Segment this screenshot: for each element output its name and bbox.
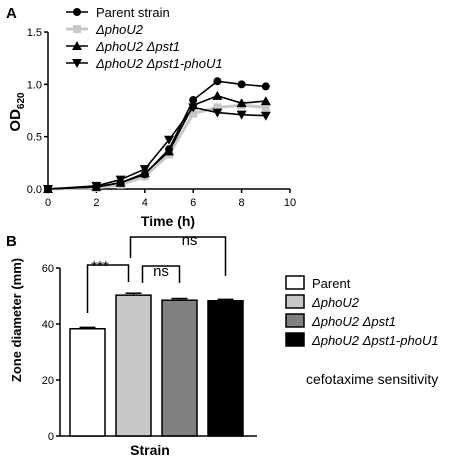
bar: [207, 300, 244, 437]
bar: [115, 294, 152, 437]
panel-a-ylabel: OD620: [7, 92, 27, 132]
legend-label: ΔphoU2 Δpst1-phoU1: [311, 333, 439, 348]
y-tick-label: 20: [42, 375, 54, 387]
legend-label: ΔphoU2 Δpst1: [311, 314, 396, 329]
marker-circle: [116, 178, 125, 187]
bracket-1-2-label: ***: [91, 258, 109, 275]
x-tick-label: 6: [190, 197, 196, 209]
marker-triangle-down: [236, 110, 247, 120]
marker-circle: [44, 185, 52, 193]
marker-triangle-up: [188, 100, 199, 110]
marker-triangle-up: [236, 98, 247, 108]
x-tick-label: 0: [45, 197, 51, 209]
legend-swatch: [285, 313, 305, 328]
marker-triangle-up: [260, 96, 271, 106]
marker-circle: [237, 80, 246, 89]
y-tick-label: 60: [42, 263, 54, 275]
y-tick-label: 1.5: [27, 27, 42, 39]
marker-triangle-down: [260, 111, 271, 121]
legend-label: ΔphoU2 Δpst1: [95, 39, 180, 54]
marker-triangle-down: [164, 135, 174, 145]
panel-b-letter: B: [6, 233, 17, 250]
x-tick-label: 8: [239, 197, 245, 209]
marker-triangle-down: [72, 59, 82, 68]
marker-triangle-down: [212, 108, 223, 118]
bracket-2-3-label: ns: [153, 263, 169, 280]
bar: [69, 328, 106, 437]
bracket-2-3: [141, 265, 181, 283]
legend-swatch: [285, 294, 305, 309]
series-line: [47, 80, 266, 190]
bracket-2-4: [129, 236, 227, 276]
marker-circle: [261, 82, 270, 91]
marker-circle: [165, 145, 173, 154]
bar: [161, 299, 198, 437]
bracket-1-2: [86, 264, 130, 313]
marker-circle: [92, 182, 101, 191]
panel-a-xlabel: Time (h): [141, 213, 195, 229]
panel-b-annotation: cefotaxime sensitivity: [306, 371, 438, 387]
marker-square: [261, 103, 270, 112]
legend-label: ΔphoU2: [95, 22, 144, 37]
legend-label: Parent strain: [96, 5, 170, 20]
marker-circle: [213, 77, 222, 86]
y-tick-label: 0: [48, 431, 54, 443]
marker-square: [213, 103, 222, 112]
marker-square: [73, 25, 81, 33]
series-line: [47, 103, 266, 191]
marker-circle: [189, 96, 198, 105]
marker-triangle-up: [212, 90, 223, 100]
marker-triangle-up: [72, 41, 82, 50]
line-chart: 0.0 0.5 1.0 1.5 0 2 4 6 8 10 Parent strain ΔphoU2 Δp…: [27, 5, 296, 209]
bracket-2-4-label: ns: [182, 232, 198, 249]
marker-circle: [73, 8, 81, 16]
panel-a-letter: A: [6, 5, 17, 22]
marker-circle: [140, 170, 149, 179]
legend-swatch: [285, 332, 305, 347]
x-tick-label: 4: [142, 197, 148, 209]
legend-swatch: [285, 275, 305, 290]
legend-label: ΔphoU2 Δpst1-phoU1: [95, 56, 223, 71]
legend-label: Parent: [312, 276, 351, 291]
y-tick-label: 0.5: [27, 132, 42, 144]
y-tick-label: 40: [42, 319, 54, 331]
panel-b-xlabel: Strain: [130, 442, 170, 458]
panel-b-ylabel: Zone diameter (mm): [9, 258, 24, 382]
x-tick-label: 2: [93, 197, 99, 209]
series-line: [47, 106, 266, 190]
legend-label: ΔphoU2: [311, 295, 360, 310]
series-line: [47, 95, 266, 190]
y-tick-label: 1.0: [27, 79, 42, 91]
x-tick-label: 10: [284, 197, 296, 209]
y-tick-label: 0.0: [27, 184, 42, 196]
marker-square: [189, 109, 198, 118]
